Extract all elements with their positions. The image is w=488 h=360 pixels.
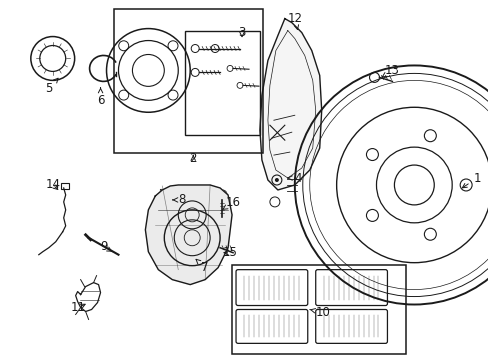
Text: 6: 6 bbox=[97, 88, 104, 107]
Bar bbox=[185, 31, 260, 135]
Text: 1: 1 bbox=[462, 171, 480, 188]
Text: 15: 15 bbox=[222, 246, 237, 259]
Text: 8: 8 bbox=[173, 193, 185, 206]
Bar bbox=[160, 201, 168, 207]
Text: 2: 2 bbox=[189, 152, 197, 165]
Circle shape bbox=[274, 178, 278, 182]
Bar bbox=[232, 265, 406, 354]
Text: 5: 5 bbox=[45, 78, 58, 95]
Text: 14: 14 bbox=[45, 179, 60, 192]
Text: 13: 13 bbox=[381, 64, 399, 77]
Text: 11: 11 bbox=[71, 301, 86, 314]
Text: 3: 3 bbox=[238, 26, 245, 39]
Bar bbox=[113, 9, 263, 153]
Polygon shape bbox=[145, 185, 232, 285]
Text: 16: 16 bbox=[222, 197, 240, 210]
Polygon shape bbox=[260, 19, 321, 190]
Text: 4: 4 bbox=[287, 171, 301, 185]
Text: 10: 10 bbox=[309, 306, 329, 319]
Text: 9: 9 bbox=[100, 240, 112, 253]
Text: 7: 7 bbox=[196, 259, 208, 274]
Bar bbox=[160, 189, 168, 195]
Bar bbox=[61, 183, 68, 189]
Text: 12: 12 bbox=[287, 12, 302, 30]
